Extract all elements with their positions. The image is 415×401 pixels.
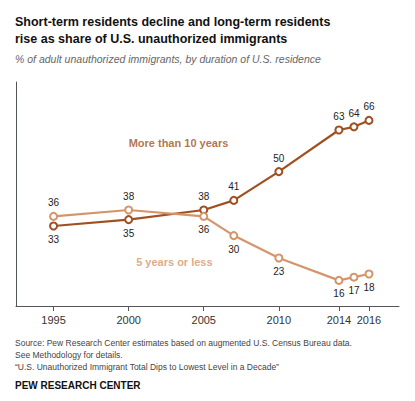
svg-text:36: 36: [198, 224, 210, 235]
svg-text:36: 36: [48, 197, 60, 208]
svg-text:50: 50: [273, 153, 285, 164]
svg-text:2010: 2010: [267, 314, 291, 326]
svg-text:2000: 2000: [116, 314, 140, 326]
svg-text:38: 38: [123, 191, 135, 202]
svg-text:rise as share of U.S. unauthor: rise as share of U.S. unauthorized immig…: [15, 32, 287, 46]
svg-text:64: 64: [348, 108, 360, 119]
svg-text:38: 38: [198, 191, 210, 202]
svg-text:2005: 2005: [192, 314, 216, 326]
svg-text:17: 17: [348, 285, 360, 296]
svg-text:18: 18: [363, 282, 375, 293]
svg-text:See Methodology for details.: See Methodology for details.: [15, 350, 123, 360]
svg-text:2016: 2016: [357, 314, 381, 326]
svg-text:Short-term residents decline a: Short-term residents decline and long-te…: [15, 15, 330, 29]
svg-text:35: 35: [123, 228, 135, 239]
svg-text:Source: Pew Research Center es: Source: Pew Research Center estimates ba…: [15, 338, 352, 348]
svg-text:5 years or less: 5 years or less: [136, 256, 212, 268]
svg-text:30: 30: [228, 244, 240, 255]
svg-text:2014: 2014: [327, 314, 351, 326]
svg-text:PEW RESEARCH CENTER: PEW RESEARCH CENTER: [15, 380, 141, 391]
svg-text:16: 16: [333, 288, 345, 299]
svg-text:41: 41: [228, 181, 240, 192]
svg-text:1995: 1995: [41, 314, 65, 326]
svg-text:% of adult unauthorized immigr: % of adult unauthorized immigrants, by d…: [15, 53, 321, 65]
svg-text:23: 23: [273, 266, 285, 277]
svg-text:66: 66: [363, 101, 375, 112]
svg-text:“U.S. Unauthorized Immigrant T: “U.S. Unauthorized Immigrant Total Dips …: [15, 362, 279, 372]
svg-text:More than 10 years: More than 10 years: [129, 137, 229, 149]
svg-text:63: 63: [333, 111, 345, 122]
svg-text:33: 33: [48, 234, 60, 245]
